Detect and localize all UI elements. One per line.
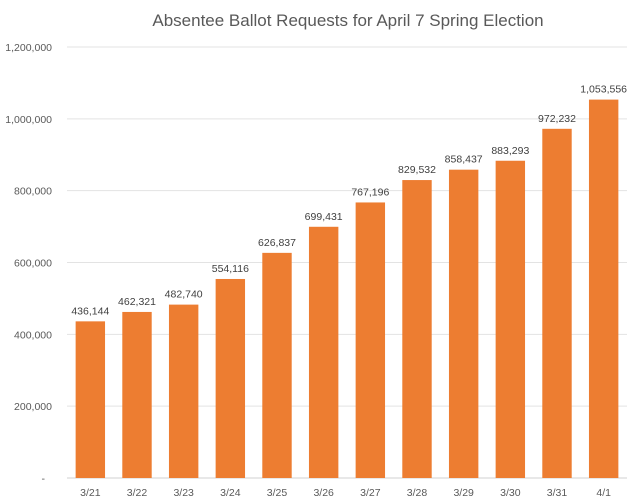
data-label: 436,144 — [71, 305, 109, 317]
data-label: 699,431 — [305, 211, 343, 223]
bar — [215, 278, 246, 478]
data-label: 767,196 — [351, 186, 389, 198]
x-tick-label: 3/27 — [360, 487, 381, 499]
chart-title: Absentee Ballot Requests for April 7 Spr… — [152, 11, 543, 30]
bar — [168, 304, 199, 478]
bar — [262, 252, 292, 478]
y-tick-label: - — [42, 473, 46, 485]
data-label: 972,232 — [538, 113, 576, 125]
y-tick-label: 1,000,000 — [5, 114, 52, 126]
data-label: 626,837 — [258, 237, 296, 249]
data-label: 1,053,556 — [580, 84, 627, 96]
data-label: 554,116 — [212, 263, 249, 275]
bar — [75, 321, 106, 478]
x-tick-label: 3/25 — [267, 487, 288, 499]
x-tick-label: 3/26 — [313, 487, 334, 499]
y-tick-label: 200,000 — [14, 401, 52, 413]
y-tick-label: 1,200,000 — [5, 42, 52, 54]
x-tick-label: 3/30 — [500, 487, 521, 499]
y-tick-label: 600,000 — [14, 258, 52, 270]
bar — [402, 180, 432, 478]
data-label: 883,293 — [491, 145, 529, 157]
x-tick-label: 3/21 — [80, 487, 101, 499]
bar — [448, 169, 479, 478]
x-tick-label: 4/1 — [596, 487, 611, 499]
bar — [308, 226, 339, 478]
x-tick-label: 3/29 — [453, 487, 474, 499]
bar — [355, 202, 386, 478]
bar — [495, 160, 526, 478]
x-tick-label: 3/23 — [173, 487, 194, 499]
bar — [122, 311, 152, 478]
bar — [542, 128, 572, 478]
data-label: 482,740 — [165, 289, 203, 301]
data-label: 858,437 — [445, 154, 483, 166]
x-tick-label: 3/22 — [127, 487, 148, 499]
bar — [588, 99, 619, 478]
y-tick-label: 800,000 — [14, 186, 52, 198]
x-tick-label: 3/31 — [547, 487, 568, 499]
data-label: 462,321 — [118, 296, 156, 308]
data-label: 829,532 — [398, 164, 436, 176]
x-tick-label: 3/28 — [407, 487, 428, 499]
y-tick-label: 400,000 — [14, 329, 52, 341]
x-tick-label: 3/24 — [220, 487, 241, 499]
